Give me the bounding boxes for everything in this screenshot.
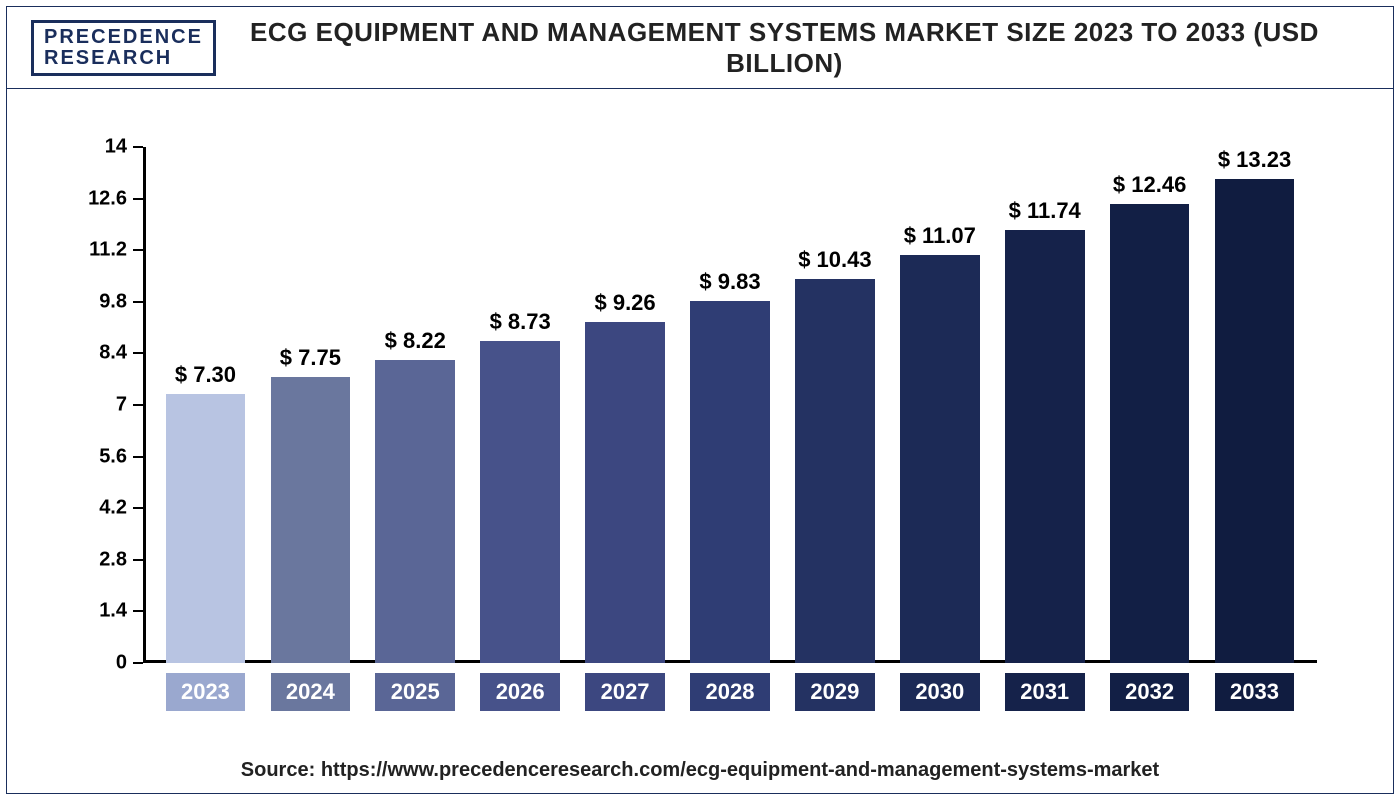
x-category-badge: 2029 — [795, 673, 875, 711]
y-tick — [133, 146, 143, 148]
y-tick — [133, 249, 143, 251]
y-tick — [133, 507, 143, 509]
bar-slot: $ 9.26 — [573, 147, 678, 663]
y-tick — [133, 198, 143, 200]
y-tick — [133, 352, 143, 354]
x-label-slot: 2030 — [887, 673, 992, 713]
bar-value-label: $ 8.73 — [490, 309, 551, 335]
bar — [1215, 179, 1295, 663]
bar-slot: $ 7.30 — [153, 147, 258, 663]
bar-value-label: $ 7.75 — [280, 345, 341, 371]
y-tick-label: 14 — [105, 136, 127, 159]
bar — [585, 322, 665, 663]
x-label-slot: 2025 — [363, 673, 468, 713]
x-category-badge: 2023 — [166, 673, 246, 711]
plot-area: $ 7.30 $ 7.75 $ 8.22 $ 8.73 $ 9.26 $ 9.83 $ 10… — [143, 147, 1317, 663]
y-tick — [133, 456, 143, 458]
y-tick-label: 5.6 — [99, 445, 127, 468]
y-tick-label: 1.4 — [99, 600, 127, 623]
y-tick — [133, 662, 143, 664]
x-label-slot: 2032 — [1097, 673, 1202, 713]
y-tick-label: 11.2 — [89, 239, 127, 262]
bar — [480, 341, 560, 663]
bar-value-label: $ 11.74 — [1009, 198, 1081, 224]
y-tick — [133, 301, 143, 303]
bar-slot: $ 8.22 — [363, 147, 468, 663]
bar — [1110, 204, 1190, 663]
source-label: Source: — [241, 759, 321, 781]
bar-value-label: $ 7.30 — [175, 362, 236, 388]
source-url: https://www.precedenceresearch.com/ecg-e… — [321, 759, 1159, 781]
bar — [166, 394, 246, 663]
bar-slot: $ 8.73 — [468, 147, 573, 663]
bar-value-label: $ 9.26 — [594, 290, 655, 316]
x-label-slot: 2026 — [468, 673, 573, 713]
x-label-slot: 2024 — [258, 673, 363, 713]
y-tick-label: 4.2 — [99, 497, 127, 520]
bar — [375, 360, 455, 663]
x-label-slot: 2027 — [573, 673, 678, 713]
x-category-badge: 2032 — [1110, 673, 1190, 711]
x-labels-row: 2023 2024 2025 2026 2027 2028 2029 2030 2031 2032… — [143, 673, 1317, 713]
source-line: Source: https://www.precedenceresearch.c… — [0, 759, 1400, 782]
chart-area: $ 7.30 $ 7.75 $ 8.22 $ 8.73 $ 9.26 $ 9.83 $ 10… — [63, 127, 1337, 723]
logo-line1: PRECEDENCE — [44, 27, 203, 48]
y-tick-label: 9.8 — [99, 290, 127, 313]
y-tick-label: 8.4 — [99, 342, 127, 365]
bar-value-label: $ 10.43 — [798, 247, 871, 273]
header: PRECEDENCE RESEARCH ECG EQUIPMENT AND MA… — [7, 7, 1393, 89]
bar-slot: $ 7.75 — [258, 147, 363, 663]
logo-line2: RESEARCH — [44, 48, 203, 69]
y-tick-label: 12.6 — [88, 187, 127, 210]
x-category-badge: 2033 — [1215, 673, 1295, 711]
bar-value-label: $ 8.22 — [385, 328, 446, 354]
y-tick — [133, 610, 143, 612]
bar-value-label: $ 13.23 — [1218, 147, 1291, 173]
bar-value-label: $ 12.46 — [1113, 172, 1186, 198]
x-category-badge: 2030 — [900, 673, 980, 711]
bar-slot: $ 11.07 — [887, 147, 992, 663]
bar-slot: $ 10.43 — [782, 147, 887, 663]
chart-frame: PRECEDENCE RESEARCH ECG EQUIPMENT AND MA… — [6, 6, 1394, 794]
y-tick — [133, 404, 143, 406]
y-tick — [133, 559, 143, 561]
bar-value-label: $ 9.83 — [699, 269, 760, 295]
bar — [271, 377, 351, 663]
x-category-badge: 2031 — [1005, 673, 1085, 711]
bar — [1005, 230, 1085, 663]
x-label-slot: 2028 — [678, 673, 783, 713]
x-label-slot: 2033 — [1202, 673, 1307, 713]
x-category-badge: 2025 — [375, 673, 455, 711]
x-category-badge: 2028 — [690, 673, 770, 711]
x-label-slot: 2031 — [992, 673, 1097, 713]
bar-value-label: $ 11.07 — [904, 223, 976, 249]
bar-slot: $ 9.83 — [678, 147, 783, 663]
x-label-slot: 2029 — [782, 673, 887, 713]
bar — [795, 279, 875, 663]
y-tick-label: 0 — [116, 652, 127, 675]
y-tick-label: 2.8 — [99, 548, 127, 571]
bar-slot: $ 11.74 — [992, 147, 1097, 663]
bar — [690, 301, 770, 663]
bar — [900, 255, 980, 663]
x-category-badge: 2024 — [271, 673, 351, 711]
bar-slot: $ 12.46 — [1097, 147, 1202, 663]
bar-slot: $ 13.23 — [1202, 147, 1307, 663]
bars-container: $ 7.30 $ 7.75 $ 8.22 $ 8.73 $ 9.26 $ 9.83 $ 10… — [143, 147, 1317, 663]
x-category-badge: 2026 — [480, 673, 560, 711]
chart-title: ECG EQUIPMENT AND MANAGEMENT SYSTEMS MAR… — [216, 17, 1393, 79]
x-label-slot: 2023 — [153, 673, 258, 713]
x-category-badge: 2027 — [585, 673, 665, 711]
logo: PRECEDENCE RESEARCH — [31, 20, 216, 76]
y-tick-label: 7 — [116, 394, 127, 417]
